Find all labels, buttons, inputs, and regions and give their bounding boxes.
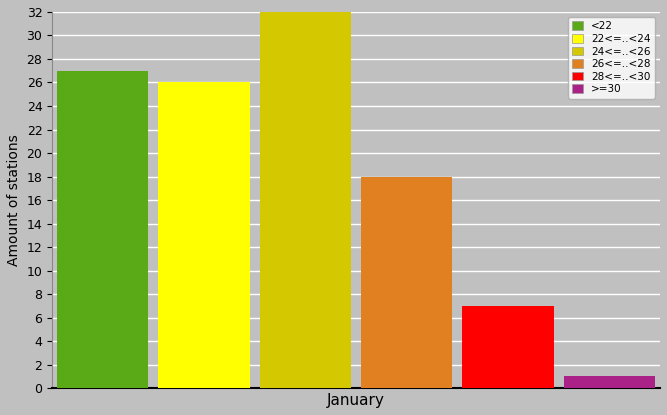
Legend: <22, 22<=..<24, 24<=..<26, 26<=..<28, 28<=..<30, >=30: <22, 22<=..<24, 24<=..<26, 26<=..<28, 28… <box>568 17 655 98</box>
Y-axis label: Amount of stations: Amount of stations <box>7 134 21 266</box>
Bar <box>361 176 452 388</box>
Bar <box>564 376 655 388</box>
Bar <box>57 71 148 388</box>
Bar <box>159 83 249 388</box>
Bar <box>462 306 554 388</box>
Bar <box>260 12 351 388</box>
